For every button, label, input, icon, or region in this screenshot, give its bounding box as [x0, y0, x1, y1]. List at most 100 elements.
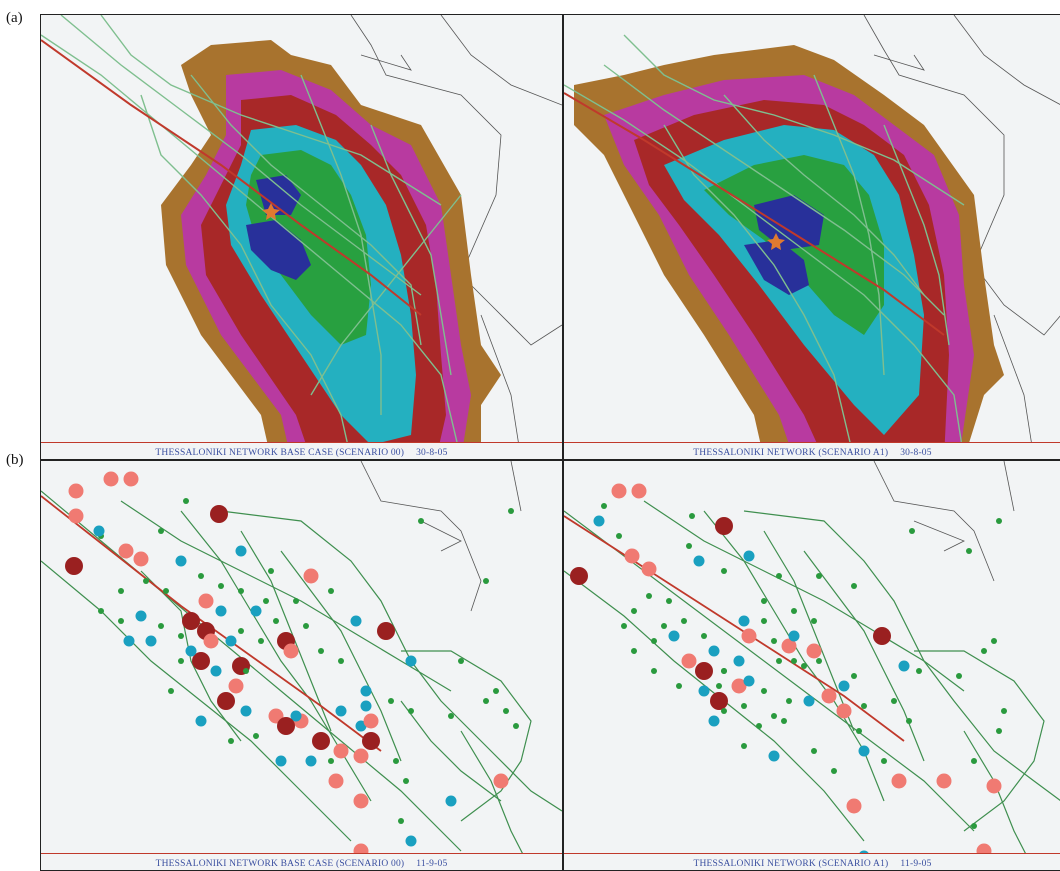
network-node — [328, 773, 344, 789]
network-node — [996, 728, 1002, 734]
network-node — [631, 483, 647, 499]
network-node — [217, 692, 235, 710]
network-node — [836, 703, 852, 719]
network-node — [788, 630, 800, 642]
map-panel-a-left[interactable]: THESSALONIKI NETWORK BASE CASE (SCENARIO… — [40, 14, 563, 460]
network-node — [731, 678, 747, 694]
network-node — [906, 718, 912, 724]
network-node — [646, 593, 652, 599]
network-node — [163, 588, 169, 594]
network-node — [981, 648, 987, 654]
network-node — [362, 732, 380, 750]
network-node — [388, 698, 394, 704]
network-node — [182, 612, 200, 630]
network-node — [503, 708, 509, 714]
network-node — [135, 610, 147, 622]
network-node — [178, 633, 184, 639]
caption-title: THESSALONIKI NETWORK BASE CASE (SCENARIO… — [155, 448, 405, 458]
nodes — [65, 471, 519, 870]
network-node — [275, 755, 287, 767]
main-corridor — [564, 515, 905, 742]
network-node — [103, 471, 119, 487]
caption-bar: THESSALONIKI NETWORK BASE CASE (SCENARIO… — [41, 442, 562, 459]
network-node — [761, 598, 767, 604]
network-node — [986, 778, 1002, 794]
network-node — [741, 628, 757, 644]
network-node — [513, 723, 519, 729]
network-node — [228, 678, 244, 694]
network-node — [738, 615, 750, 627]
network-node — [335, 705, 347, 717]
network-node — [756, 723, 762, 729]
network-node — [353, 793, 369, 809]
network-node — [168, 688, 174, 694]
network-node — [493, 773, 509, 789]
network-node — [661, 623, 667, 629]
network-node — [338, 658, 344, 664]
network-node — [305, 755, 317, 767]
network-node — [710, 692, 728, 710]
network-node — [243, 668, 249, 674]
network-node — [93, 525, 105, 537]
network-node — [238, 588, 244, 594]
network-node — [771, 713, 777, 719]
network-node — [838, 680, 850, 692]
network-node — [445, 795, 457, 807]
network-node — [891, 773, 907, 789]
map-panel-a-right[interactable]: THESSALONIKI NETWORK (SCENARIO A1) 30-8-0… — [563, 14, 1060, 460]
network-node — [956, 673, 962, 679]
network-node — [293, 598, 299, 604]
network-node — [856, 728, 862, 734]
network-node — [405, 835, 417, 847]
caption-date: 11-9-05 — [416, 859, 448, 869]
network-node — [916, 668, 922, 674]
map-panel-b-right[interactable]: THESSALONIKI NETWORK (SCENARIO A1) 11-9-0… — [563, 460, 1060, 871]
network-node — [508, 508, 514, 514]
network-node — [458, 658, 464, 664]
isochrone-map-a-left — [41, 15, 562, 459]
network-node — [721, 668, 727, 674]
network-node — [743, 675, 755, 687]
network-node — [776, 658, 782, 664]
network-node — [353, 748, 369, 764]
network-node — [483, 578, 489, 584]
map-panel-b-left[interactable]: THESSALONIKI NETWORK BASE CASE (SCENARIO… — [40, 460, 563, 871]
network-node — [966, 548, 972, 554]
origin-marker — [767, 233, 785, 250]
network-node — [123, 471, 139, 487]
network-node — [601, 503, 607, 509]
row-label-a: (a) — [6, 10, 23, 26]
network-node — [851, 673, 857, 679]
network-node — [68, 483, 84, 499]
network-node — [570, 567, 588, 585]
network-node — [192, 652, 210, 670]
outer-road-network — [863, 15, 1060, 459]
network-node — [768, 750, 780, 762]
network-node — [781, 638, 797, 654]
isochrone-bands — [574, 45, 1004, 459]
network-node — [483, 698, 489, 704]
network-node — [303, 568, 319, 584]
network-node — [651, 668, 657, 674]
network-node — [158, 623, 164, 629]
network-node — [253, 733, 259, 739]
panel-caption: THESSALONIKI NETWORK BASE CASE (SCENARIO… — [41, 448, 562, 458]
road-links — [41, 490, 562, 870]
network-node — [651, 638, 657, 644]
network-node — [225, 635, 237, 647]
network-node — [312, 732, 330, 750]
row-label-b: (b) — [6, 452, 24, 468]
network-node — [493, 688, 499, 694]
network-node — [831, 768, 837, 774]
network-node — [183, 498, 189, 504]
network-node — [405, 655, 417, 667]
network-node — [771, 638, 777, 644]
network-node — [328, 758, 334, 764]
network-node — [741, 743, 747, 749]
network-node — [145, 635, 157, 647]
network-node — [695, 662, 713, 680]
network-node — [448, 713, 454, 719]
network-node — [781, 718, 787, 724]
network-node — [708, 715, 720, 727]
network-node — [971, 758, 977, 764]
